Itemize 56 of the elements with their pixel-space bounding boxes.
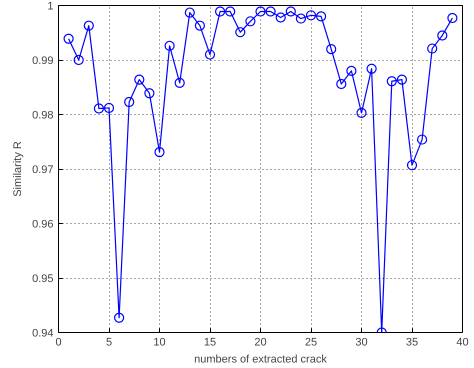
x-tick-label: 0 (55, 336, 62, 348)
point (427, 43, 438, 54)
point (346, 66, 356, 76)
point (326, 44, 336, 54)
point (225, 6, 236, 17)
point (336, 78, 346, 90)
point (266, 6, 276, 17)
y-tick-label: 0.96 (32, 218, 54, 230)
x-tick-label: 30 (355, 336, 368, 348)
point (134, 74, 144, 85)
point (245, 16, 256, 26)
point (184, 7, 195, 18)
point (447, 12, 458, 24)
point (306, 10, 316, 20)
point (124, 96, 134, 108)
x-tick-label: 10 (153, 336, 166, 348)
x-tick-label: 5 (106, 336, 112, 348)
x-tick-label: 15 (204, 336, 216, 348)
point (144, 88, 154, 98)
point (356, 108, 367, 118)
point (406, 160, 418, 170)
y-tick-label: 0.98 (32, 110, 54, 122)
point (164, 40, 175, 51)
point (63, 34, 74, 44)
point (296, 13, 306, 24)
x-tick-label: 25 (304, 336, 318, 348)
point (114, 312, 124, 323)
x-axis-title: numbers of extracted crack (194, 354, 328, 366)
point (366, 64, 377, 74)
point (74, 54, 84, 66)
point (417, 134, 428, 145)
x-tick-label: 35 (406, 336, 418, 348)
point (396, 74, 407, 85)
point (276, 12, 286, 23)
point (437, 30, 448, 41)
point (84, 20, 94, 31)
point (316, 11, 326, 22)
y-tick-label: 0.95 (32, 273, 54, 285)
point (104, 102, 114, 114)
point (215, 6, 226, 17)
point (235, 27, 246, 38)
point (204, 49, 216, 60)
y-tick-label: 0.94 (32, 328, 54, 340)
x-tick-label: 20 (254, 336, 267, 348)
point (154, 147, 165, 158)
point (94, 103, 104, 114)
y-tick-label: 1 (47, 0, 54, 12)
point (286, 6, 296, 17)
y-tick-label: 0.97 (32, 164, 54, 176)
point (174, 78, 185, 88)
y-axis-title: Similarity R (12, 141, 24, 197)
x-tick-label: 40 (456, 336, 469, 348)
point (386, 76, 397, 86)
point (255, 6, 266, 17)
point (194, 20, 205, 31)
y-tick-label: 0.99 (32, 55, 54, 67)
